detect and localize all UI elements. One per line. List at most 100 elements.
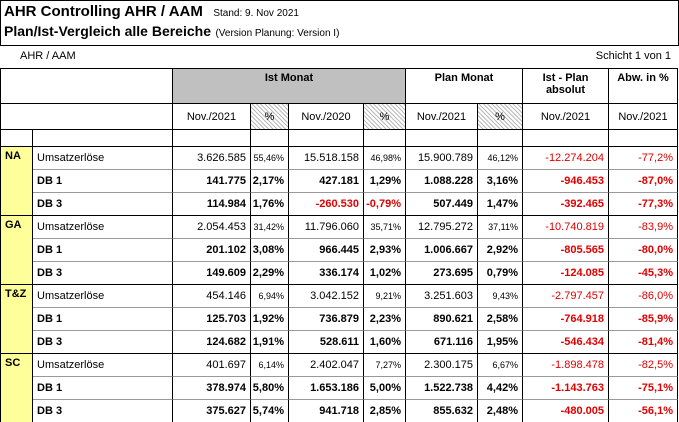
value-cell: -480.005 [523,400,609,422]
column-header: Nov./2021 [609,104,678,130]
value-cell: -946.453 [523,170,609,193]
value-cell: 2,23% [364,308,406,331]
spacer [478,130,523,147]
region-code: SC [1,354,33,422]
value-cell: -56,1% [609,400,678,422]
spacer [1,130,33,147]
column-header: Nov./2021 [523,104,609,130]
value-cell: -124.085 [523,262,609,285]
row-label: Umsatzerlöse [33,354,173,377]
row-label: DB 1 [33,239,173,262]
value-cell: 125.703 [173,308,251,331]
row-label: DB 1 [33,377,173,400]
value-cell: 124.682 [173,331,251,354]
group-header: Ist - Plan absolut [523,69,609,104]
row-label: DB 3 [33,193,173,216]
value-cell: 273.695 [406,262,478,285]
value-cell: -12.274.204 [523,147,609,170]
scope: AHR / AAM [20,50,76,62]
value-cell: 3.251.603 [406,285,478,308]
value-cell: 9,43% [478,285,523,308]
value-cell: 4,42% [478,377,523,400]
stand: Stand: 9. Nov 2021 [213,8,299,19]
header-blank [1,104,173,130]
header-box: AHR Controlling AHR / AAM Stand: 9. Nov … [0,0,679,46]
value-cell: 6,14% [251,354,289,377]
value-cell: -1.143.763 [523,377,609,400]
spacer [364,130,406,147]
value-cell: -82,5% [609,354,678,377]
value-cell: 401.697 [173,354,251,377]
value-cell: 46,98% [364,147,406,170]
value-cell: -764.918 [523,308,609,331]
spacer [406,130,478,147]
value-cell: 890.621 [406,308,478,331]
value-cell: -10.740.819 [523,216,609,239]
value-cell: 1,60% [364,331,406,354]
value-cell: 671.116 [406,331,478,354]
row-label: Umsatzerlöse [33,147,173,170]
value-cell: -260.530 [289,193,364,216]
region-code: NA [1,147,33,216]
value-cell: -805.565 [523,239,609,262]
row-label: DB 1 [33,308,173,331]
value-cell: 3.042.152 [289,285,364,308]
spacer [251,130,289,147]
value-cell: 1.653.186 [289,377,364,400]
value-cell: -85,9% [609,308,678,331]
value-cell: -392.465 [523,193,609,216]
region-code: GA [1,216,33,285]
spacer [609,130,678,147]
value-cell: -87,0% [609,170,678,193]
row-label: DB 1 [33,170,173,193]
value-cell: 1,47% [478,193,523,216]
value-cell: 2.402.047 [289,354,364,377]
value-cell: 1.006.667 [406,239,478,262]
row-label: DB 3 [33,262,173,285]
header-blank [1,69,173,104]
value-cell: 0,79% [478,262,523,285]
value-cell: 454.146 [173,285,251,308]
value-cell: -1.898.478 [523,354,609,377]
value-cell: 2,29% [251,262,289,285]
row-label: Umsatzerlöse [33,285,173,308]
spacer [33,130,173,147]
value-cell: 1,29% [364,170,406,193]
value-cell: -546.434 [523,331,609,354]
value-cell: 855.632 [406,400,478,422]
value-cell: -2.797.457 [523,285,609,308]
value-cell: 1,92% [251,308,289,331]
value-cell: 736.879 [289,308,364,331]
value-cell: -81,4% [609,331,678,354]
value-cell: -80,0% [609,239,678,262]
column-header: % [478,104,523,130]
value-cell: 3.626.585 [173,147,251,170]
value-cell: 966.445 [289,239,364,262]
value-cell: 149.609 [173,262,251,285]
value-cell: 1,76% [251,193,289,216]
table: Ist Monat Plan Monat Ist - Plan absolut Abw… [0,68,678,422]
value-cell: 1.522.738 [406,377,478,400]
value-cell: 2,93% [364,239,406,262]
value-cell: 2.054.453 [173,216,251,239]
value-cell: 528.611 [289,331,364,354]
value-cell: 1,91% [251,331,289,354]
subtitle: Plan/Ist-Vergleich alle Bereiche [4,23,211,39]
value-cell: 3,16% [478,170,523,193]
value-cell: 141.775 [173,170,251,193]
value-cell: 201.102 [173,239,251,262]
value-cell: -77,3% [609,193,678,216]
value-cell: 3,08% [251,239,289,262]
value-cell: 1.088.228 [406,170,478,193]
value-cell: 9,21% [364,285,406,308]
spacer [523,130,609,147]
value-cell: -0,79% [364,193,406,216]
column-header: Nov./2021 [173,104,251,130]
value-cell: -45,3% [609,262,678,285]
value-cell: 5,74% [251,400,289,422]
value-cell: 46,12% [478,147,523,170]
page-number: Schicht 1 von 1 [595,50,671,62]
value-cell: 5,00% [364,377,406,400]
row-label: DB 3 [33,331,173,354]
